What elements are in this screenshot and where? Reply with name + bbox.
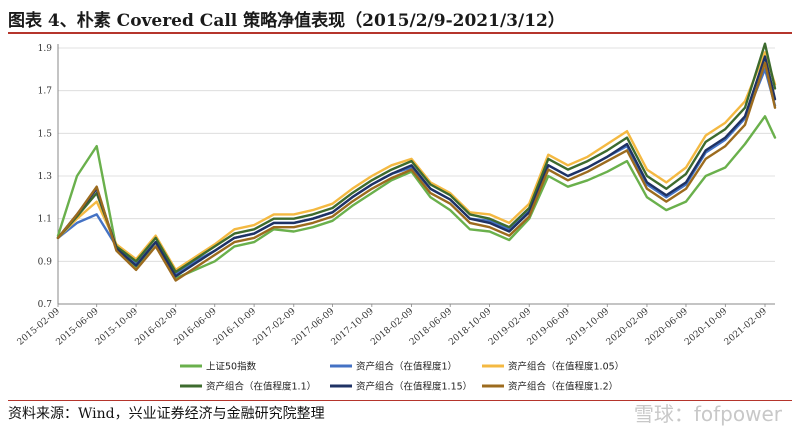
y-tick-label: 1.1: [38, 215, 52, 225]
axis-layer: 0.70.91.11.31.51.71.92015-02-092015-06-0…: [16, 44, 775, 348]
x-tick-label: 2016-10-09: [212, 306, 258, 347]
x-tick-label: 2021-02-09: [723, 306, 769, 347]
chart-title: 图表 4、朴素 Covered Call 策略净值表现（2015/2/9-202…: [8, 11, 565, 31]
legend: 上证50指数 资产组合（在值程度1） 资产组合（在值程度1.05） 资产组合（在值程度…: [180, 361, 624, 393]
line-chart: 0.70.91.11.31.51.71.92015-02-092015-06-0…: [16, 42, 777, 393]
y-tick-label: 0.7: [38, 300, 53, 310]
x-tick-label: 2020-10-09: [683, 306, 729, 347]
legend-label: 资产组合（在值程度1.2）: [508, 381, 618, 393]
watermark: 雪球：fofpower: [633, 402, 782, 426]
series-line-3: [56, 42, 777, 274]
title-divider: [8, 32, 792, 34]
series-line-5: [56, 61, 777, 282]
y-tick-label: 0.9: [38, 257, 53, 267]
y-tick-label: 1.3: [38, 172, 53, 182]
x-tick-label: 2019-10-09: [565, 306, 611, 347]
source-note: 资料来源：Wind，兴业证券经济与金融研究院整理: [8, 406, 325, 422]
x-tick-label: 2015-10-09: [94, 306, 140, 347]
source-divider: [8, 400, 792, 401]
legend-label: 资产组合（在值程度1.1）: [206, 381, 316, 393]
series-line-4: [56, 55, 777, 278]
series-line-2: [56, 51, 777, 272]
series-layer: [56, 42, 777, 282]
x-tick-label: 2018-10-09: [447, 306, 493, 347]
legend-label: 资产组合（在值程度1）: [356, 361, 457, 373]
legend-label: 上证50指数: [206, 361, 257, 373]
y-tick-label: 1.9: [38, 44, 53, 54]
y-tick-label: 1.5: [38, 129, 53, 139]
legend-label: 资产组合（在值程度1.15）: [356, 381, 472, 393]
legend-label: 资产组合（在值程度1.05）: [508, 361, 624, 373]
x-tick-label: 2017-10-09: [330, 306, 376, 347]
y-tick-label: 1.7: [38, 87, 53, 97]
